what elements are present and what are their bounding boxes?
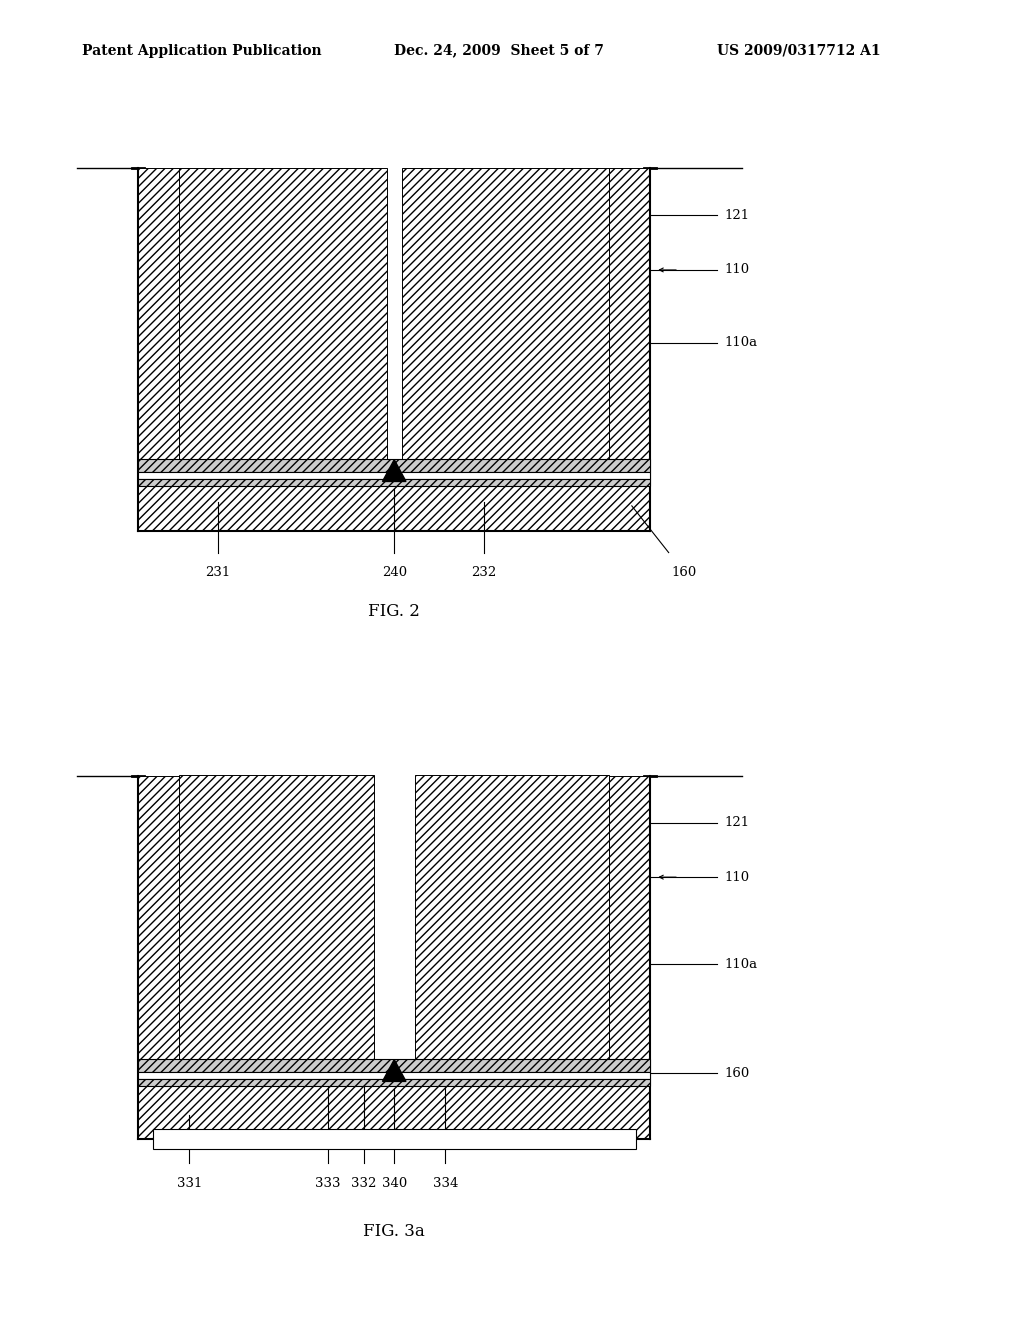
Text: FIG. 2: FIG. 2 [369, 603, 420, 619]
Bar [138, 473, 650, 479]
Text: 232: 232 [471, 566, 497, 578]
Bar [179, 776, 374, 1059]
Text: 121: 121 [724, 816, 750, 829]
Bar [153, 1130, 636, 1150]
Bar [179, 168, 387, 459]
Bar [401, 168, 609, 459]
Text: 340: 340 [382, 1176, 407, 1189]
Polygon shape [383, 459, 406, 482]
Bar [609, 168, 650, 532]
Bar [609, 775, 650, 1138]
Bar [415, 776, 609, 1059]
Bar [138, 168, 179, 532]
Bar [138, 1080, 650, 1086]
Bar [138, 1059, 650, 1138]
Text: 231: 231 [205, 566, 230, 578]
Text: 110: 110 [724, 871, 750, 883]
Text: 110: 110 [724, 264, 750, 276]
Text: 240: 240 [382, 566, 407, 578]
Text: Patent Application Publication: Patent Application Publication [82, 44, 322, 58]
Text: 333: 333 [315, 1176, 340, 1189]
Text: FIG. 3a: FIG. 3a [364, 1222, 425, 1239]
Text: 331: 331 [177, 1176, 202, 1189]
Text: 110a: 110a [724, 958, 757, 970]
Text: 334: 334 [433, 1176, 458, 1189]
Text: 160: 160 [724, 1067, 750, 1080]
Bar [138, 459, 650, 473]
Text: 332: 332 [351, 1176, 376, 1189]
Bar [138, 459, 650, 532]
Bar [138, 1072, 650, 1080]
Text: Dec. 24, 2009  Sheet 5 of 7: Dec. 24, 2009 Sheet 5 of 7 [394, 44, 604, 58]
Text: 110a: 110a [724, 337, 757, 348]
Bar [138, 479, 650, 486]
Text: 160: 160 [672, 566, 697, 578]
Bar [138, 1059, 650, 1072]
Polygon shape [383, 1060, 406, 1081]
Text: 121: 121 [724, 209, 750, 222]
Text: US 2009/0317712 A1: US 2009/0317712 A1 [717, 44, 881, 58]
Bar [138, 775, 179, 1138]
